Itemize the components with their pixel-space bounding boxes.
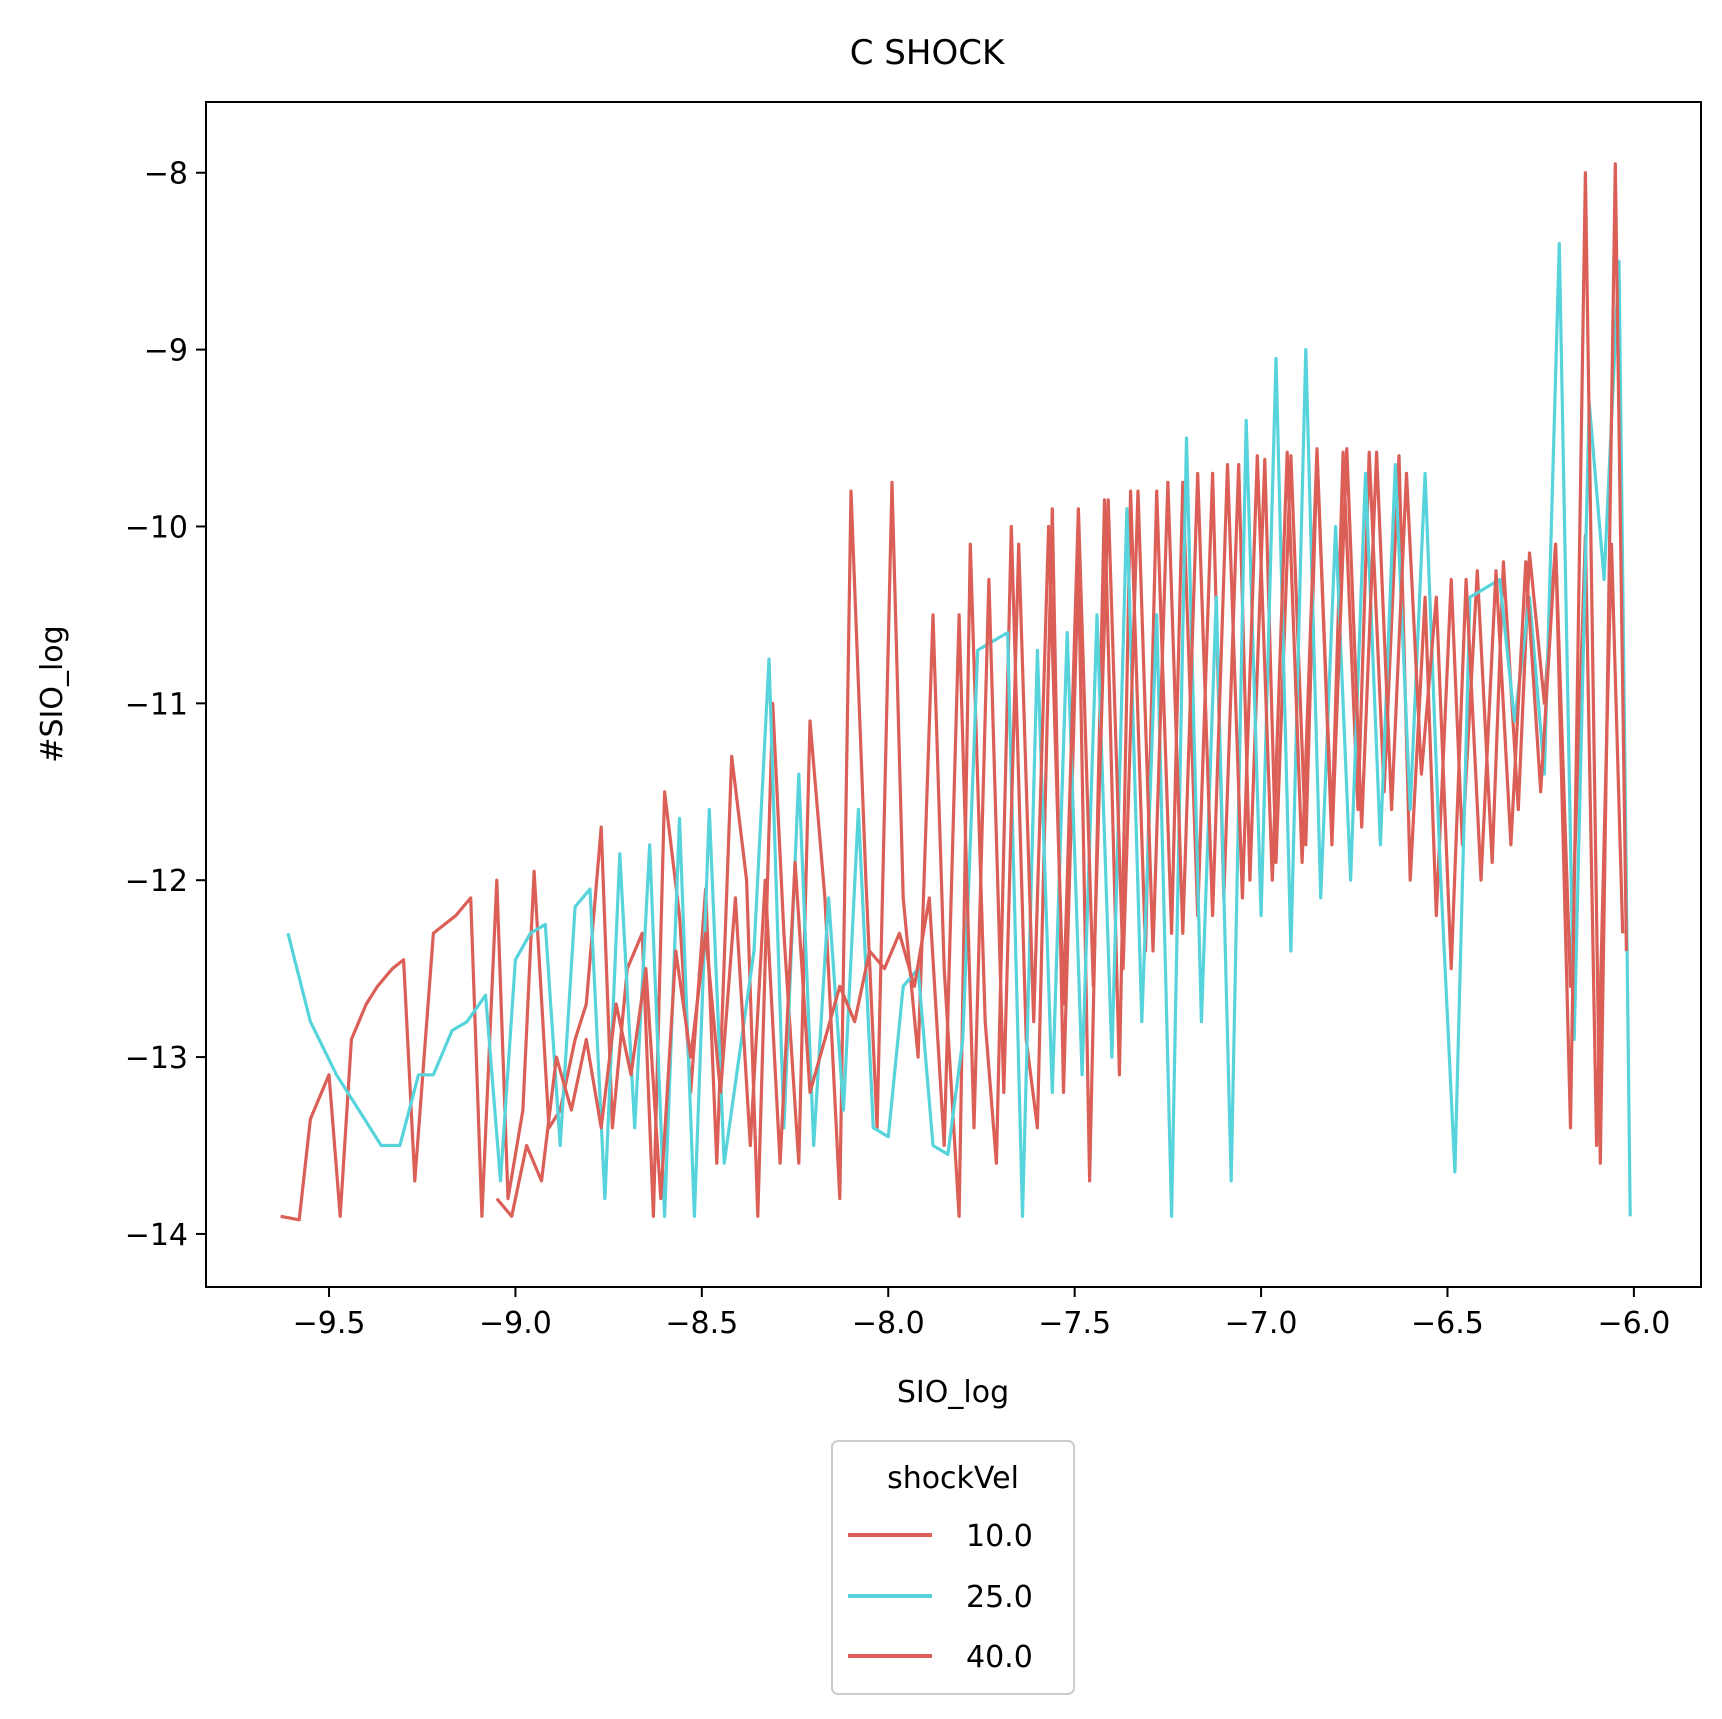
y-axis: −14 −13 −12 −11 −10 −9 −8 xyxy=(125,157,206,1253)
x-tick-label: −9.0 xyxy=(479,1306,552,1341)
series-line-25.0 xyxy=(286,241,1632,1218)
y-tick-label: −11 xyxy=(125,687,188,722)
chart-title: C SHOCK xyxy=(850,33,1006,73)
plot-area xyxy=(280,162,1632,1222)
y-tick-label: −8 xyxy=(144,157,188,192)
x-tick-label: −7.5 xyxy=(1038,1306,1111,1341)
series-line-10.0 xyxy=(280,450,1625,1222)
plot-frame xyxy=(205,101,1702,1288)
x-tick-label: −6.0 xyxy=(1597,1306,1670,1341)
x-axis: −9.5 −9.0 −8.5 −8.0 −7.5 −7.0 −6.5 −6.0 xyxy=(293,1287,1670,1341)
x-tick-label: −8.5 xyxy=(665,1306,738,1341)
y-tick-label: −10 xyxy=(125,510,188,545)
legend-title: shockVel xyxy=(887,1461,1019,1496)
series-line-40.0 xyxy=(495,162,1628,1218)
x-tick-label: −9.5 xyxy=(293,1306,366,1341)
legend-label-2: 25.0 xyxy=(966,1580,1033,1615)
legend: shockVel 10.0 25.0 40.0 xyxy=(831,1440,1075,1695)
legend-label-1: 10.0 xyxy=(966,1519,1033,1554)
x-axis-label: SIO_log xyxy=(897,1375,1009,1410)
y-tick-label: −14 xyxy=(125,1218,188,1253)
x-tick-label: −6.5 xyxy=(1411,1306,1484,1341)
legend-frame xyxy=(831,1440,1075,1695)
y-axis-label: #SIO_log xyxy=(35,625,70,762)
x-tick-label: −7.0 xyxy=(1225,1306,1298,1341)
legend-label-3: 40.0 xyxy=(966,1640,1033,1675)
y-tick-label: −12 xyxy=(125,864,188,899)
y-tick-label: −9 xyxy=(144,334,188,369)
y-tick-label: −13 xyxy=(125,1041,188,1076)
x-tick-label: −8.0 xyxy=(852,1306,925,1341)
